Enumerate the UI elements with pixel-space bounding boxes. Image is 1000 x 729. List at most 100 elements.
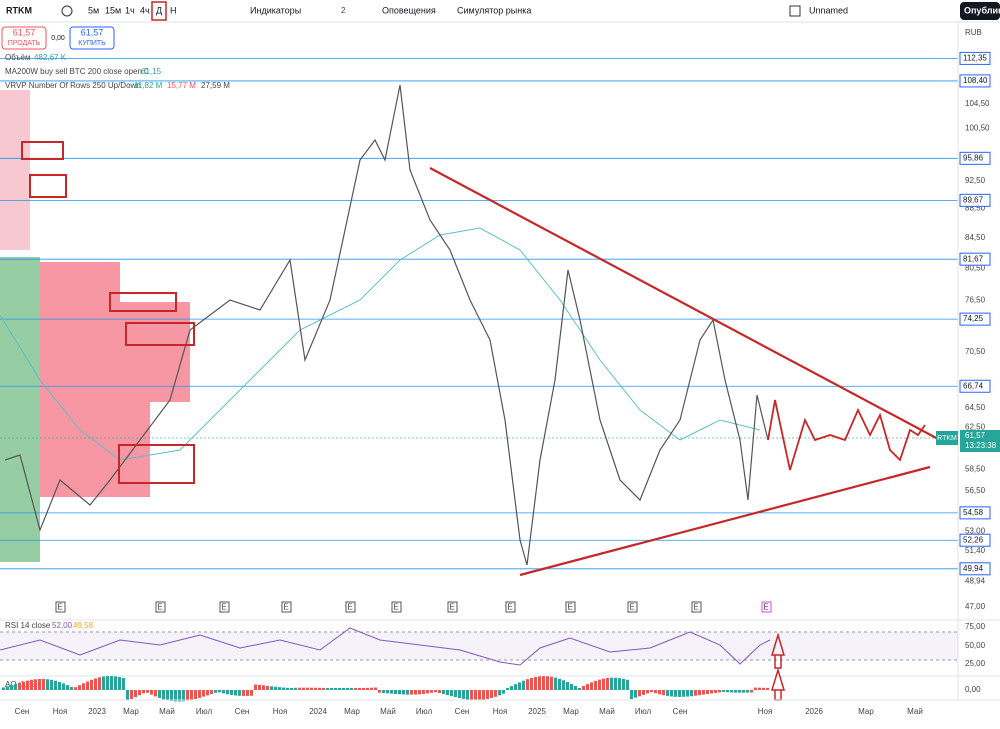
ao-bar xyxy=(642,690,645,695)
ao-bar xyxy=(358,687,361,690)
sell-price[interactable]: 61,57 xyxy=(13,27,36,37)
ao-bar xyxy=(486,690,489,699)
earnings-icon xyxy=(691,601,702,613)
add-symbol[interactable] xyxy=(61,5,73,17)
interval[interactable]: Н xyxy=(170,5,177,15)
ao-bar xyxy=(42,678,45,690)
ao-bar xyxy=(122,678,125,690)
ao-bar xyxy=(502,690,505,694)
layouts-count[interactable]: 2 xyxy=(341,6,346,15)
ao-bar xyxy=(150,690,153,695)
ao-bar xyxy=(190,690,193,700)
ao-bar xyxy=(578,687,581,690)
vrvp-total: 27,59 M xyxy=(201,81,230,90)
ao-bar xyxy=(498,690,501,696)
price-tick: 51,40 xyxy=(965,546,986,555)
ao-bar xyxy=(682,690,685,697)
level-tag xyxy=(959,533,991,547)
ao-bar xyxy=(394,690,397,694)
ma-legend: MA200W buy sell BTC 200 close open 0 xyxy=(5,67,149,76)
time-label: Мар xyxy=(563,707,579,716)
ao-bar xyxy=(634,690,637,698)
ao-bar xyxy=(166,690,169,701)
ao-bar xyxy=(554,677,557,690)
ao-bar xyxy=(2,687,5,690)
ao-bar xyxy=(766,687,769,690)
ao-bar xyxy=(626,679,629,690)
interval[interactable]: 4ч xyxy=(140,5,150,15)
earnings-label: E xyxy=(567,603,572,612)
level-label: 89,67 xyxy=(963,195,984,204)
ao-bar xyxy=(610,677,613,690)
interval[interactable]: 15м xyxy=(105,5,121,15)
interval[interactable]: Д xyxy=(156,5,162,15)
level-label: 95,86 xyxy=(963,153,984,162)
ao-bar xyxy=(386,690,389,694)
interval[interactable]: 1ч xyxy=(125,5,135,15)
buy-label[interactable]: КУПИТЬ xyxy=(78,40,106,47)
symbol[interactable]: RTKM xyxy=(6,5,32,15)
level-tag xyxy=(959,51,991,65)
ao-bar xyxy=(382,690,385,694)
price-line xyxy=(4,84,769,566)
publish-button[interactable] xyxy=(960,2,1000,20)
price-tick: 100,50 xyxy=(965,124,990,133)
buy-price[interactable]: 61,57 xyxy=(81,27,104,37)
earnings-icon xyxy=(345,601,356,613)
ao-bar xyxy=(246,690,249,696)
interval[interactable]: 5м xyxy=(88,5,99,15)
rsi-tick: 50,00 xyxy=(965,641,986,650)
ao-bar xyxy=(538,676,541,690)
level-tag xyxy=(959,193,991,207)
ao-bar xyxy=(10,685,13,690)
replay-button[interactable]: Симулятор рынка xyxy=(457,5,531,15)
alerts-button[interactable]: Оповещения xyxy=(382,5,436,15)
ao-bar xyxy=(414,690,417,695)
ao-bar xyxy=(422,690,425,694)
earnings-icon xyxy=(155,601,166,613)
layout-name[interactable]: Unnamed xyxy=(809,5,848,15)
ao-bar xyxy=(482,690,485,700)
ao-bar xyxy=(418,690,421,695)
ao-bar xyxy=(82,683,85,690)
ao-bar xyxy=(102,676,105,690)
ao-bar xyxy=(750,690,753,693)
ma-value: 61,15 xyxy=(141,67,162,76)
ao-bar xyxy=(158,690,161,698)
indicators-button[interactable]: Индикаторы xyxy=(250,5,301,15)
ao-bar xyxy=(390,690,393,694)
ao-bar xyxy=(402,690,405,695)
sell-label[interactable]: ПРОДАТЬ xyxy=(8,40,41,47)
earnings-icon xyxy=(505,601,516,613)
buy-button[interactable] xyxy=(69,26,115,50)
ao-bar xyxy=(442,690,445,695)
earnings-label: E xyxy=(507,603,512,612)
ao-bar xyxy=(162,690,165,700)
sell-button[interactable] xyxy=(1,26,47,50)
ao-bar xyxy=(78,685,81,690)
publish-label[interactable]: Опубликов xyxy=(964,5,1000,15)
ao-bar xyxy=(310,687,313,690)
time-label: Сен xyxy=(235,707,250,716)
ao-bar xyxy=(582,686,585,690)
ao-bar xyxy=(658,690,661,695)
time-label: Мар xyxy=(123,707,139,716)
ao-bar xyxy=(410,690,413,695)
earnings-label: E xyxy=(393,603,398,612)
vrvp-down: 15,77 M xyxy=(167,81,196,90)
time-label: Май xyxy=(380,707,396,716)
ao-bar xyxy=(14,683,17,690)
ao-bar xyxy=(306,687,309,690)
checkbox[interactable] xyxy=(789,5,801,17)
ao-bar xyxy=(378,690,381,693)
rsi-tick: 25,00 xyxy=(965,659,986,668)
ao-bar xyxy=(182,690,185,702)
earnings-label: E xyxy=(347,603,352,612)
ao-bar xyxy=(566,682,569,690)
ao-bar xyxy=(622,678,625,690)
ao-bar xyxy=(706,690,709,694)
ao-bar xyxy=(350,687,353,690)
ao-bar xyxy=(542,676,545,690)
ao-bar xyxy=(318,687,321,690)
